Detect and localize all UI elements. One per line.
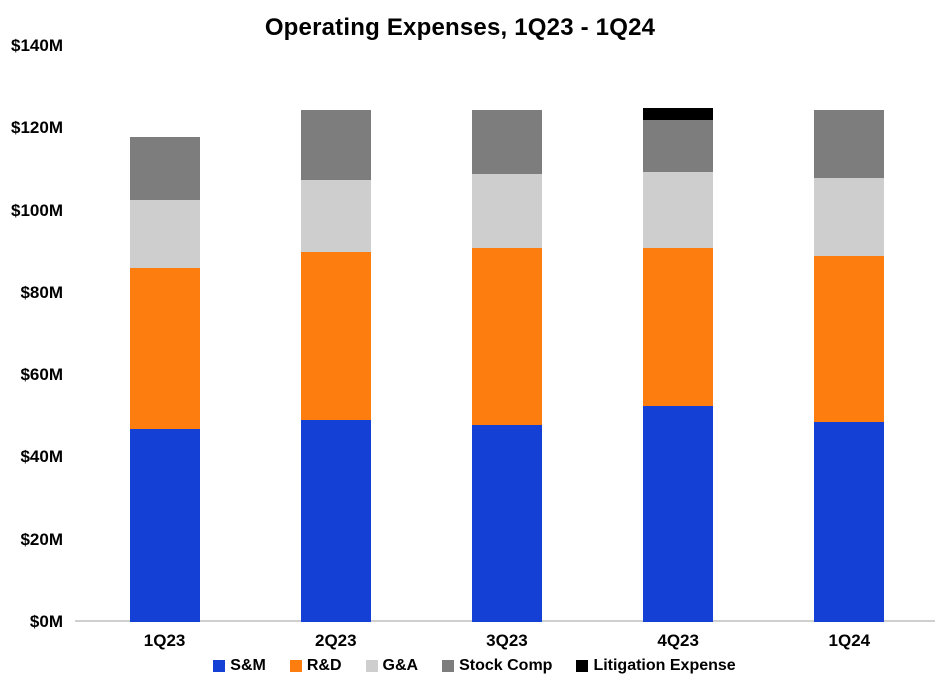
legend-item-s-m: S&M xyxy=(213,657,266,675)
bar-segment-s-m-1q24 xyxy=(814,422,885,622)
y-axis-tick-label: $80M xyxy=(20,282,63,302)
bar-segment-r-d-1q24 xyxy=(814,255,885,423)
legend-marker-r-d xyxy=(289,660,302,672)
legend-label: R&D xyxy=(306,657,342,674)
chart-title: Operating Expenses, 1Q23 - 1Q24 xyxy=(264,14,656,41)
legend-marker-litigation-expense xyxy=(576,660,589,672)
bar-segment-r-d-2q23 xyxy=(300,251,371,421)
bar-segment-g-a-1q24 xyxy=(814,177,885,256)
x-axis-label-1q23: 1Q23 xyxy=(143,631,186,650)
bar-segment-stock-comp-2q23 xyxy=(300,109,371,180)
bar-segment-stock-comp-4q23 xyxy=(643,120,714,172)
y-axis-tick-label: $40M xyxy=(20,447,63,467)
bar-segment-stock-comp-3q23 xyxy=(472,109,542,174)
bar-segment-g-a-3q23 xyxy=(472,173,542,248)
bar-segment-g-a-2q23 xyxy=(300,179,371,252)
bar-segment-s-m-1q23 xyxy=(129,428,200,622)
x-axis-label-1q24: 1Q24 xyxy=(828,631,871,650)
y-axis-tick-label: $120M xyxy=(11,118,63,138)
y-axis-tick-label: $0M xyxy=(29,612,63,631)
bar-segment-s-m-3q23 xyxy=(472,424,542,622)
bar-segment-s-m-2q23 xyxy=(300,420,371,622)
y-axis-tick-label: $20M xyxy=(20,529,63,549)
legend-marker-s-m xyxy=(213,660,226,672)
y-axis-tick-label: $60M xyxy=(20,365,63,385)
x-axis-label-2q23: 2Q23 xyxy=(314,631,357,650)
x-axis: 1Q23 2Q23 3Q23 4Q23 1Q24 xyxy=(79,631,935,651)
bar-segment-g-a-1q23 xyxy=(129,200,200,269)
bar-segment-stock-comp-1q24 xyxy=(814,109,885,178)
bar-segment-r-d-1q23 xyxy=(129,268,200,429)
bar-segment-stock-comp-1q23 xyxy=(129,136,200,201)
legend-label: G&A xyxy=(382,657,419,674)
bar-segment-s-m-4q23 xyxy=(643,406,714,622)
bar-segment-r-d-3q23 xyxy=(472,247,542,425)
legend-marker-stock-comp xyxy=(442,660,455,672)
bar-segment-g-a-4q23 xyxy=(643,171,714,248)
x-axis-label-4q23: 4Q23 xyxy=(657,631,699,650)
legend-label: Stock Comp xyxy=(459,657,553,674)
plot-area xyxy=(75,46,935,622)
legend-label: Litigation Expense xyxy=(593,657,736,674)
bar-segment-litigation-expense-4q23 xyxy=(643,107,714,121)
y-axis-tick-label: $100M xyxy=(11,200,63,220)
legend-label: S&M xyxy=(230,657,266,674)
legend: S&M R&D G&A Stock Comp Litigation Expense xyxy=(0,657,949,675)
legend-marker-g-a xyxy=(365,660,378,672)
bar-segment-r-d-4q23 xyxy=(643,247,714,406)
y-axis-tick-label: $140M xyxy=(11,36,63,55)
legend-item-stock-comp: Stock Comp xyxy=(442,657,552,675)
legend-item-g-a: G&A xyxy=(365,657,419,675)
legend-item-r-d: R&D xyxy=(289,657,342,675)
legend-item-litigation-expense: Litigation Expense xyxy=(576,657,736,675)
x-axis-label-3q23: 3Q23 xyxy=(486,631,528,650)
